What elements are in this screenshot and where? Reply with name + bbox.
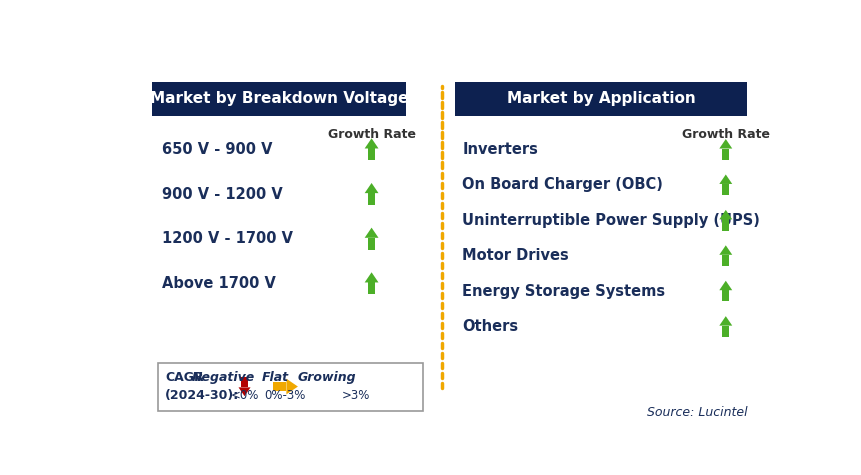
Text: 900 V - 1200 V: 900 V - 1200 V	[162, 187, 283, 201]
Text: CAGR: CAGR	[165, 371, 204, 384]
Text: Growth Rate: Growth Rate	[682, 127, 770, 141]
Polygon shape	[722, 255, 729, 266]
Polygon shape	[241, 377, 248, 387]
Text: Energy Storage Systems: Energy Storage Systems	[462, 284, 666, 299]
Text: 650 V - 900 V: 650 V - 900 V	[162, 142, 273, 157]
Text: <0%: <0%	[231, 390, 258, 402]
Polygon shape	[350, 377, 362, 386]
Polygon shape	[719, 210, 732, 219]
FancyBboxPatch shape	[152, 82, 406, 116]
Polygon shape	[719, 281, 732, 290]
Polygon shape	[719, 316, 732, 326]
Text: Source: Lucintel: Source: Lucintel	[647, 406, 747, 419]
Text: 1200 V - 1700 V: 1200 V - 1700 V	[162, 231, 293, 246]
Text: Inverters: Inverters	[462, 142, 538, 157]
Polygon shape	[368, 283, 375, 294]
Text: Motor Drives: Motor Drives	[462, 248, 569, 263]
Text: (2024-30):: (2024-30):	[165, 390, 239, 402]
Polygon shape	[722, 290, 729, 302]
Text: Growth Rate: Growth Rate	[327, 127, 416, 141]
Polygon shape	[722, 326, 729, 337]
Text: Flat: Flat	[262, 371, 289, 384]
Polygon shape	[365, 183, 379, 193]
Text: Negative: Negative	[192, 371, 256, 384]
Polygon shape	[722, 219, 729, 230]
Text: Market by Application: Market by Application	[506, 92, 696, 106]
Polygon shape	[719, 139, 732, 149]
FancyBboxPatch shape	[158, 363, 423, 411]
Polygon shape	[368, 238, 375, 250]
Polygon shape	[287, 379, 298, 394]
Polygon shape	[719, 174, 732, 184]
Polygon shape	[719, 245, 732, 255]
Polygon shape	[365, 138, 379, 149]
Polygon shape	[722, 149, 729, 160]
Polygon shape	[722, 184, 729, 195]
Polygon shape	[353, 386, 359, 396]
Text: >3%: >3%	[342, 390, 370, 402]
Text: 0%-3%: 0%-3%	[264, 390, 306, 402]
FancyBboxPatch shape	[455, 82, 747, 116]
Polygon shape	[365, 272, 379, 283]
Polygon shape	[273, 382, 287, 391]
Polygon shape	[365, 228, 379, 238]
Text: Others: Others	[462, 319, 518, 334]
Polygon shape	[238, 387, 251, 396]
Text: Above 1700 V: Above 1700 V	[162, 276, 276, 291]
Text: Growing: Growing	[298, 371, 356, 384]
Text: On Board Charger (OBC): On Board Charger (OBC)	[462, 177, 663, 192]
Text: Market by Breakdown Voltage: Market by Breakdown Voltage	[150, 92, 408, 106]
Polygon shape	[368, 193, 375, 205]
Polygon shape	[368, 149, 375, 161]
Text: Uninterruptible Power Supply (UPS): Uninterruptible Power Supply (UPS)	[462, 213, 760, 228]
